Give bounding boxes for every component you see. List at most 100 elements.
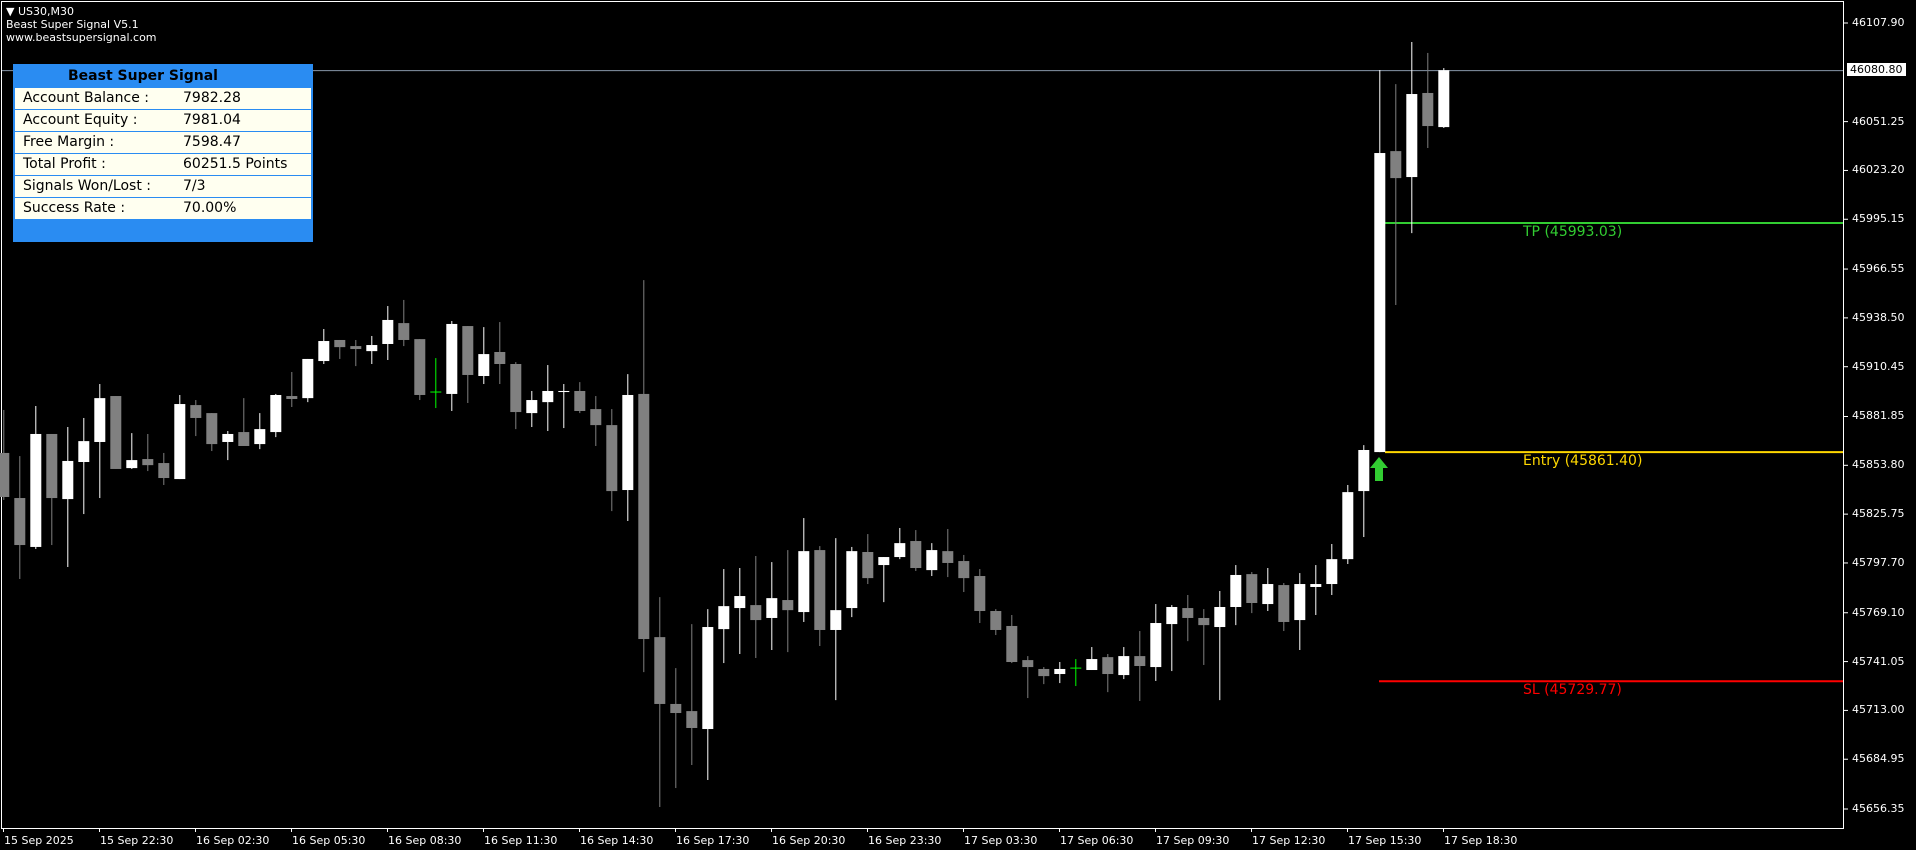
candle bbox=[574, 382, 586, 414]
dropdown-triangle-icon[interactable]: ▼ bbox=[6, 5, 15, 18]
row-value: 7982.28 bbox=[183, 90, 241, 106]
candle-body bbox=[782, 600, 794, 611]
candle bbox=[718, 569, 730, 664]
candle bbox=[462, 326, 474, 403]
x-tick-label: 16 Sep 11:30 bbox=[484, 834, 558, 847]
candle bbox=[974, 569, 986, 624]
row-value: 60251.5 Points bbox=[183, 156, 288, 172]
candle-body bbox=[830, 610, 842, 630]
y-tick-label: 45684.95 bbox=[1852, 752, 1905, 766]
candle bbox=[366, 335, 378, 365]
candle-body bbox=[1038, 668, 1050, 677]
candle bbox=[46, 433, 58, 546]
candle bbox=[894, 527, 906, 560]
chart-frame bbox=[1, 1, 1844, 829]
candle bbox=[910, 530, 922, 571]
candle-body bbox=[558, 390, 570, 393]
candle bbox=[510, 362, 522, 430]
y-tick-label: 46023.20 bbox=[1852, 163, 1905, 177]
candle-body bbox=[878, 557, 890, 566]
indicator-name: Beast Super Signal V5.1 bbox=[6, 18, 139, 31]
candle-body bbox=[302, 358, 314, 399]
candle-body bbox=[190, 405, 202, 418]
candle-body bbox=[1294, 584, 1306, 621]
buy-arrow-icon bbox=[1370, 457, 1388, 481]
candle bbox=[734, 568, 746, 655]
candle bbox=[558, 384, 570, 429]
row-value: 7598.47 bbox=[183, 134, 241, 150]
chart-symbol[interactable]: ▼ US30,M30 bbox=[6, 5, 74, 18]
candle-body bbox=[1006, 625, 1018, 663]
candle bbox=[782, 550, 794, 653]
candle-body bbox=[1406, 94, 1418, 178]
y-tick-label: 45797.70 bbox=[1852, 555, 1905, 569]
candle bbox=[334, 339, 346, 359]
candle-body bbox=[398, 323, 410, 340]
candle bbox=[942, 529, 954, 578]
candle bbox=[1374, 69, 1386, 453]
candle bbox=[126, 433, 138, 469]
y-tick-label: 45966.55 bbox=[1852, 262, 1905, 276]
candle-body bbox=[1166, 607, 1178, 625]
x-tick-label: 16 Sep 17:30 bbox=[676, 834, 750, 847]
candle-body bbox=[1118, 656, 1130, 676]
candle-body bbox=[30, 433, 42, 547]
candle-body bbox=[462, 326, 474, 375]
row-label: Account Balance : bbox=[23, 90, 149, 106]
candle bbox=[30, 405, 42, 550]
candle bbox=[350, 339, 362, 367]
candle-body bbox=[334, 339, 346, 348]
x-tick-label: 16 Sep 23:30 bbox=[868, 834, 942, 847]
candle-body bbox=[718, 606, 730, 630]
candle bbox=[926, 543, 938, 577]
candle bbox=[286, 372, 298, 407]
candle-body bbox=[1262, 584, 1274, 605]
candle-body bbox=[926, 550, 938, 571]
candle-body bbox=[590, 409, 602, 426]
candle-body bbox=[670, 703, 682, 714]
candle bbox=[1294, 573, 1306, 651]
candle bbox=[254, 413, 266, 450]
candle bbox=[1022, 656, 1034, 699]
candle-body bbox=[1438, 70, 1450, 128]
candle bbox=[1150, 604, 1162, 681]
candle-body bbox=[1054, 668, 1066, 675]
candle bbox=[1102, 654, 1114, 693]
candle bbox=[14, 456, 26, 579]
candle-body bbox=[1102, 657, 1114, 675]
candle bbox=[1054, 662, 1066, 684]
x-tick-label: 16 Sep 05:30 bbox=[292, 834, 366, 847]
candle-body bbox=[622, 394, 634, 491]
panel-title: Beast Super Signal bbox=[68, 68, 218, 84]
candle-body bbox=[1022, 660, 1034, 668]
candle-body bbox=[990, 611, 1002, 630]
candle-body bbox=[606, 425, 618, 492]
sl-label: SL (45729.77) bbox=[1523, 682, 1622, 699]
candle bbox=[638, 280, 650, 673]
candle-body bbox=[1310, 584, 1322, 587]
candle bbox=[1326, 543, 1338, 595]
candle bbox=[1214, 590, 1226, 701]
candle-body bbox=[750, 605, 762, 621]
candle-body bbox=[1086, 659, 1098, 671]
candle-body bbox=[1150, 623, 1162, 668]
candle bbox=[1006, 615, 1018, 664]
x-tick-label: 15 Sep 22:30 bbox=[100, 834, 174, 847]
candle bbox=[1166, 605, 1178, 672]
y-tick-label: 45938.50 bbox=[1852, 310, 1905, 324]
candle-body bbox=[510, 364, 522, 413]
candle bbox=[446, 321, 458, 412]
current-price-box: 46080.80 bbox=[1847, 63, 1906, 77]
candle bbox=[110, 396, 122, 469]
y-tick-label: 45995.15 bbox=[1852, 212, 1905, 226]
candle bbox=[846, 546, 858, 618]
x-tick-label: 17 Sep 12:30 bbox=[1252, 834, 1326, 847]
candle bbox=[1246, 572, 1258, 614]
candle bbox=[494, 322, 506, 385]
candle-body bbox=[126, 460, 138, 469]
candle-body bbox=[1246, 574, 1258, 604]
candle-body bbox=[270, 394, 282, 433]
candle bbox=[222, 431, 234, 461]
candle bbox=[1038, 667, 1050, 685]
